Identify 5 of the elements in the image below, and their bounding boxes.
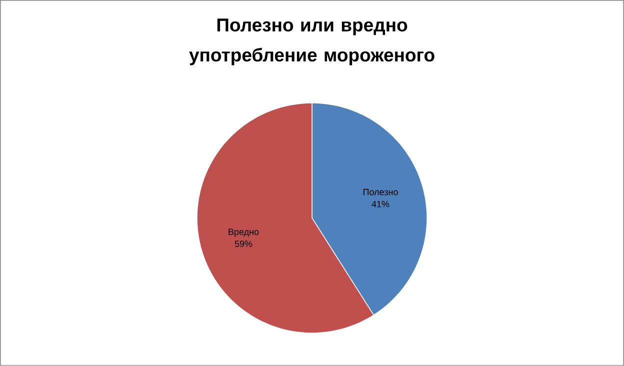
slice-label: Вредно [228,228,259,237]
chart-title: Полезно или вредно употребление мороженого [189,18,434,66]
slice-label: Полезно [363,188,398,196]
data-label: 59% [234,240,252,248]
data-label: 41% [372,200,390,208]
